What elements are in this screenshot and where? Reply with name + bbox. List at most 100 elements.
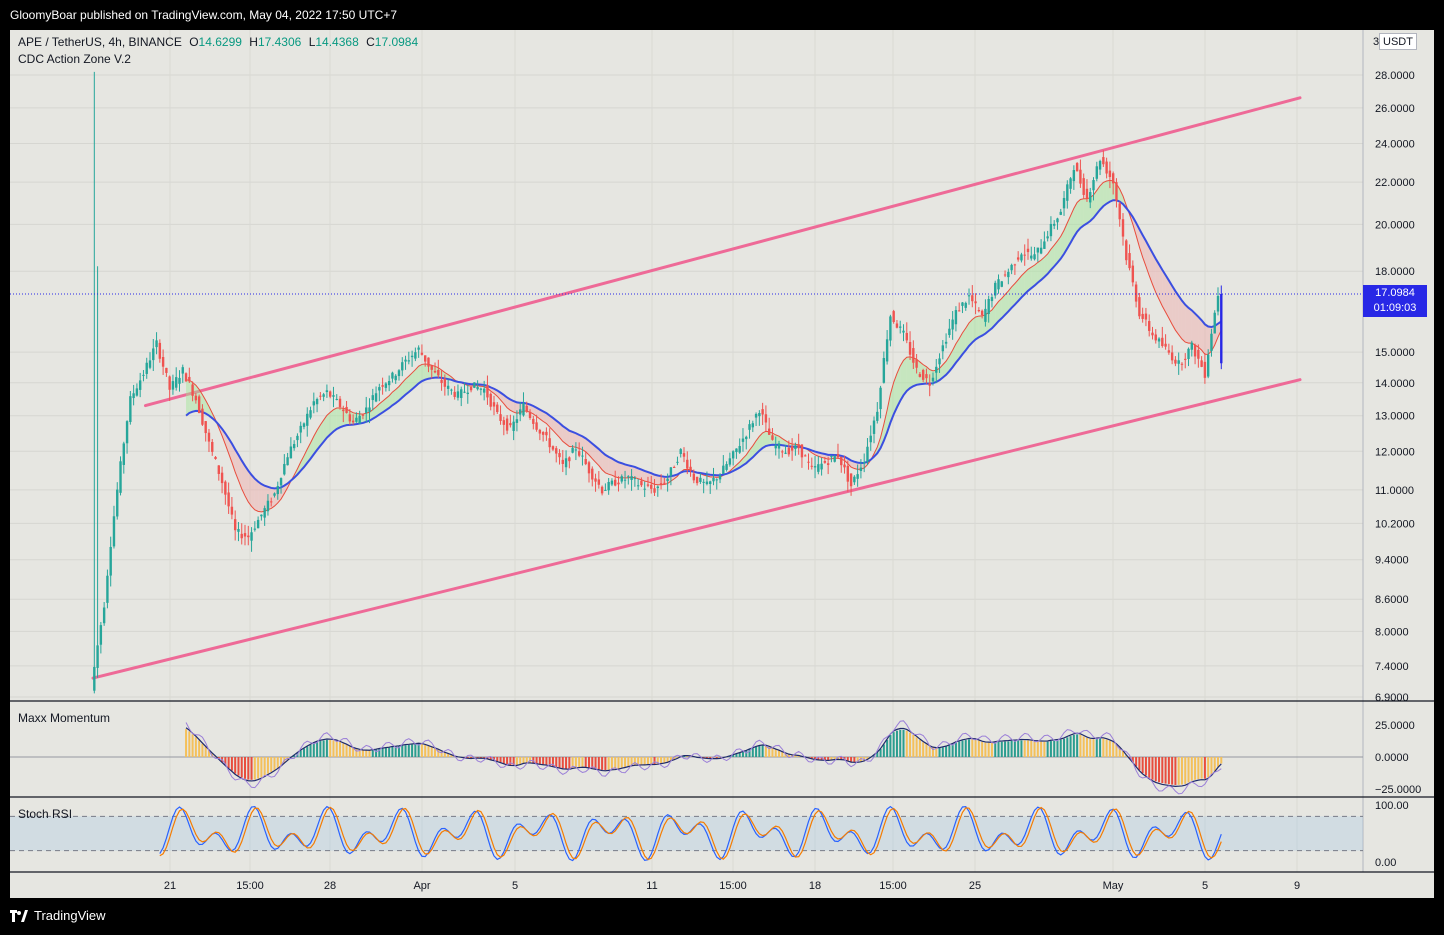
momentum-bar: [952, 744, 954, 757]
candle-body: [892, 311, 894, 322]
candle-body: [165, 368, 167, 373]
momentum-bar: [545, 757, 547, 765]
candle-body: [545, 432, 547, 435]
candle-body: [755, 414, 757, 418]
candle-body: [93, 667, 95, 691]
candle-body: [640, 481, 642, 486]
candle-body: [352, 421, 354, 423]
price-tick-label: 15.0000: [1375, 347, 1415, 359]
momentum-bar: [323, 740, 325, 757]
momentum-bar: [916, 737, 918, 757]
momentum-bar: [1151, 757, 1153, 780]
momentum-bar: [1034, 741, 1036, 757]
candle-body: [1024, 255, 1026, 256]
ma-cloud-segment: [1182, 301, 1185, 342]
stoch-legend: Stoch RSI: [18, 807, 72, 821]
candle-body: [732, 451, 734, 458]
momentum-bar: [1158, 757, 1160, 782]
momentum-bar: [516, 757, 518, 765]
momentum-bar: [1056, 740, 1058, 757]
candle-body: [1001, 281, 1003, 286]
candle-body: [188, 377, 190, 381]
momentum-bar: [522, 757, 524, 763]
candle-body: [974, 301, 976, 303]
momentum-bar: [1083, 736, 1085, 757]
candle-body: [1187, 349, 1189, 359]
candle-body: [1037, 248, 1039, 253]
time-tick-label: 5: [1202, 880, 1208, 892]
ma-cloud-segment: [252, 475, 255, 510]
momentum-bar: [1191, 757, 1193, 781]
momentum-bar: [906, 731, 908, 757]
candle-body: [981, 311, 983, 315]
candle-body: [221, 473, 223, 483]
candle-body: [945, 342, 947, 344]
ma-cloud-segment: [1166, 275, 1169, 318]
candle-body: [142, 375, 144, 376]
footer-bar: TradingView: [0, 898, 1444, 933]
candle-body: [1125, 240, 1127, 260]
candle-body: [581, 456, 583, 457]
momentum-bar: [228, 757, 230, 768]
candle-body: [1030, 256, 1032, 259]
momentum-bar: [611, 757, 613, 769]
momentum-bar: [1106, 740, 1108, 757]
time-tick-label: 9: [1294, 880, 1300, 892]
momentum-bar: [372, 750, 374, 757]
candle-body: [162, 357, 164, 367]
momentum-bar: [667, 757, 669, 762]
momentum-bar: [500, 757, 502, 762]
candle-body: [526, 406, 528, 411]
momentum-bar: [1142, 757, 1144, 773]
candle-body: [309, 410, 311, 417]
candle-body: [706, 482, 708, 485]
price-tick-label: 8.0000: [1375, 626, 1409, 638]
momentum-bar: [411, 745, 413, 757]
stoch-tick-label: 100.00: [1375, 800, 1409, 812]
candle-body: [830, 456, 832, 457]
candle-body: [601, 487, 603, 494]
candle-body: [738, 446, 740, 453]
momentum-bar: [965, 740, 967, 757]
candle-body: [568, 457, 570, 461]
candle-body: [958, 310, 960, 311]
momentum-bar: [503, 757, 505, 763]
candle-body: [775, 445, 777, 448]
momentum-bar: [421, 744, 423, 757]
candle-body: [932, 378, 934, 382]
candle-body: [457, 391, 459, 397]
candle-body: [1046, 236, 1048, 238]
currency-selector[interactable]: USDT: [1379, 33, 1417, 50]
candle-body: [722, 466, 724, 474]
open-value: 14.6299: [199, 35, 242, 49]
price-axis: 28.000026.000024.000022.000020.000018.00…: [1363, 30, 1415, 872]
candle-body: [866, 447, 868, 462]
ma-cloud-segment: [333, 408, 336, 431]
candle-body: [123, 443, 125, 465]
candle-body: [840, 457, 842, 465]
candle-body: [571, 448, 573, 453]
candle-body: [824, 461, 826, 463]
stoch-tick-label: 0.00: [1375, 857, 1396, 869]
momentum-bar: [595, 757, 597, 769]
momentum-bar: [536, 757, 538, 763]
momentum-bar: [1017, 741, 1019, 757]
tradingview-logo[interactable]: TradingView: [10, 898, 106, 933]
tradingview-icon: [10, 910, 28, 922]
momentum-bar: [925, 744, 927, 757]
momentum-bar: [231, 757, 233, 771]
momentum-bar: [1197, 757, 1199, 779]
symbol-legend: APE / TetherUS, 4h, BINANCE O14.6299 H17…: [18, 35, 418, 49]
candle-body: [673, 467, 675, 468]
price-tick-label: 7.4000: [1375, 661, 1409, 673]
candle-body: [414, 352, 416, 358]
candle-body: [277, 486, 279, 494]
momentum-bar: [1053, 741, 1055, 757]
momentum-bar: [739, 753, 741, 757]
candle-body: [241, 534, 243, 538]
candle-body: [935, 367, 937, 373]
momentum-bar: [254, 757, 256, 779]
momentum-bar: [205, 747, 207, 757]
